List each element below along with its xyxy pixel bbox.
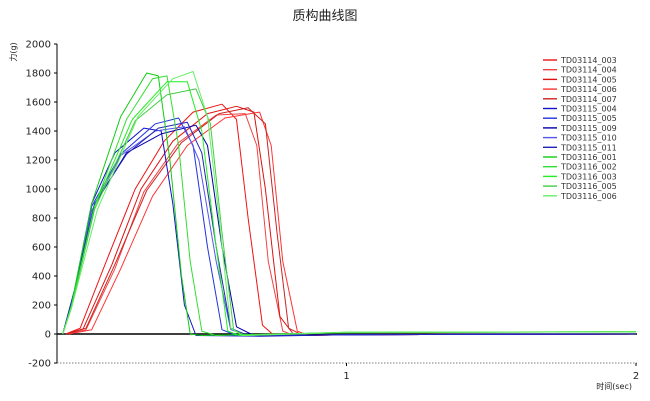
series-line xyxy=(62,126,637,336)
y-tick-label: 1800 xyxy=(26,69,51,80)
y-tick-label: 800 xyxy=(32,214,51,225)
y-tick-label: 1000 xyxy=(26,185,51,196)
y-tick-label: 1600 xyxy=(26,98,51,109)
legend-label: TD03116_006 xyxy=(560,192,617,201)
series-line xyxy=(65,107,637,336)
legend-label: TD03115_004 xyxy=(560,105,617,114)
series-line xyxy=(62,88,637,336)
series-line xyxy=(62,81,637,336)
legend-label: TD03116_002 xyxy=(560,163,617,172)
axes xyxy=(54,43,637,366)
legend-label: TD03116_003 xyxy=(560,172,617,181)
x-tick-label: 2 xyxy=(633,371,639,382)
x-tick-label: 1 xyxy=(343,371,349,382)
legend-label: TD03115_011 xyxy=(560,143,617,152)
legend-label: TD03116_001 xyxy=(560,153,617,162)
legend-label: TD03114_003 xyxy=(560,56,617,65)
series-line xyxy=(65,105,637,336)
x-axis-label: 时间(sec) xyxy=(596,381,632,391)
y-tick-label: 1400 xyxy=(26,127,51,138)
chart-title: 质构曲线图 xyxy=(292,9,357,24)
series-line xyxy=(68,111,637,336)
legend-label: TD03115_005 xyxy=(560,114,617,123)
y-tick-label: 600 xyxy=(32,243,51,254)
legend-label: TD03116_005 xyxy=(560,182,617,191)
y-tick-label: 400 xyxy=(32,272,51,283)
y-tick-labels: 2000180016001400120010008006004002000-20… xyxy=(26,40,51,370)
y-tick-label: 1200 xyxy=(26,156,51,167)
legend-label: TD03114_004 xyxy=(560,66,617,75)
series-lines xyxy=(62,71,637,337)
series-line xyxy=(62,71,637,336)
legend-label: TD03115_009 xyxy=(560,124,617,133)
series-line xyxy=(62,117,637,336)
series-line xyxy=(62,121,637,336)
legend-label: TD03114_006 xyxy=(560,85,617,94)
y-tick-label: 2000 xyxy=(26,40,51,51)
legend-label: TD03114_007 xyxy=(560,95,617,104)
legend-label: TD03115_010 xyxy=(560,134,617,143)
y-tick-label: 200 xyxy=(32,301,51,312)
legend-label: TD03114_005 xyxy=(560,75,617,84)
legend: TD03114_003TD03114_004TD03114_005TD03114… xyxy=(543,56,617,201)
y-tick-label: 0 xyxy=(45,330,51,341)
y-tick-label: -200 xyxy=(28,359,51,370)
y-axis-label: 力(g) xyxy=(8,42,18,61)
series-line xyxy=(62,127,637,337)
